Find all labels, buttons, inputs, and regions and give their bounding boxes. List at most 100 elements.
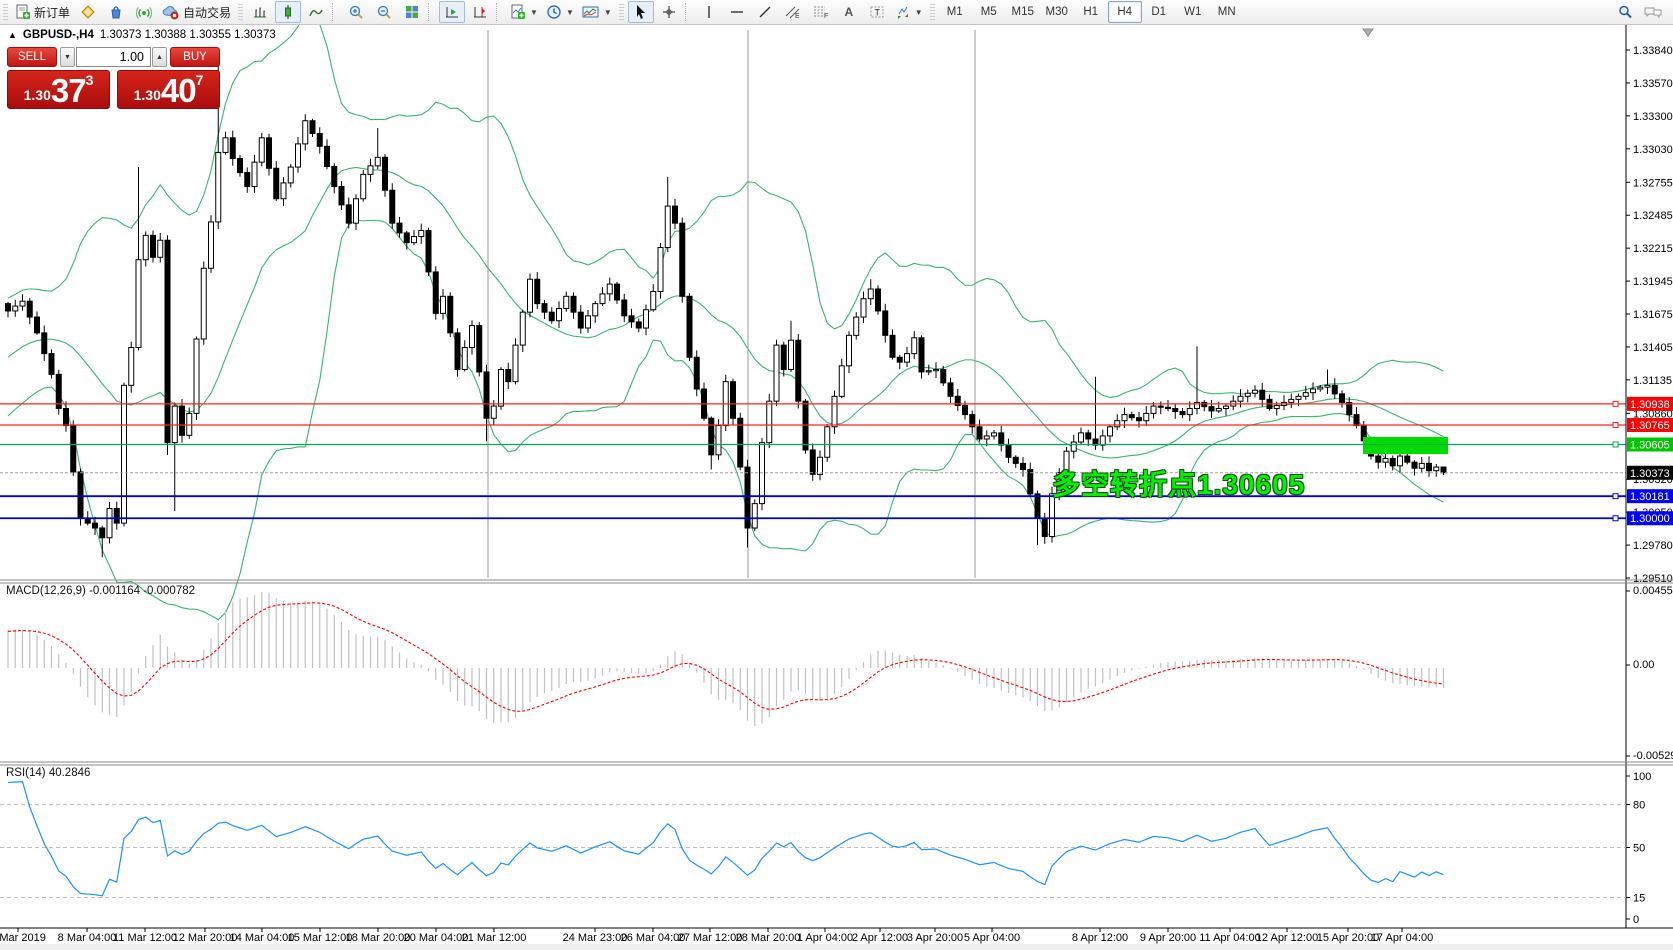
metaeditor-button[interactable] — [75, 1, 101, 23]
svg-text:0: 0 — [1633, 914, 1639, 926]
text-label-button[interactable]: T — [864, 1, 890, 23]
toolbar-separator — [428, 3, 436, 21]
signals-button[interactable] — [131, 1, 157, 23]
one-click-trading-panel: SELL ▼ 1.00 ▲ BUY 1.30 37 3 1.30 40 7 — [7, 47, 220, 109]
svg-text:1.31945: 1.31945 — [1633, 276, 1673, 288]
vertical-line-icon — [708, 6, 710, 18]
tf-m1[interactable]: M1 — [946, 6, 963, 18]
svg-text:9 Apr 20:00: 9 Apr 20:00 — [1140, 932, 1196, 944]
community-chat-button[interactable] — [1640, 1, 1666, 23]
svg-text:3 Apr 20:00: 3 Apr 20:00 — [907, 932, 963, 944]
volume-input[interactable]: 1.00 — [76, 47, 151, 67]
buy-price-small: 1.30 — [133, 87, 161, 103]
tile-windows-icon — [406, 6, 419, 18]
svg-text:6 Mar 2019: 6 Mar 2019 — [0, 932, 46, 944]
svg-text:1.30181: 1.30181 — [1630, 491, 1670, 503]
svg-text:8 Apr 12:00: 8 Apr 12:00 — [1072, 932, 1128, 944]
toolbar-grip — [618, 4, 624, 20]
svg-text:20 Mar 04:00: 20 Mar 04:00 — [404, 932, 469, 944]
svg-text:27 Mar 12:00: 27 Mar 12:00 — [678, 932, 743, 944]
buy-quote[interactable]: 1.30 40 7 — [117, 70, 220, 109]
chart-annotation-text[interactable]: 多空转折点1.30605 — [1052, 469, 1306, 500]
periods-button[interactable]: ▼ — [543, 1, 577, 23]
svg-text:18 Mar 20:00: 18 Mar 20:00 — [346, 932, 411, 944]
one-click-collapse-arrow[interactable]: ▲ — [8, 30, 17, 40]
svg-text:17 Apr 04:00: 17 Apr 04:00 — [1371, 932, 1433, 944]
crosshair-icon — [662, 6, 675, 18]
svg-text:15 Apr 20:00: 15 Apr 20:00 — [1317, 932, 1379, 944]
metaeditor-icon — [81, 5, 95, 19]
svg-text:1.29510: 1.29510 — [1633, 573, 1673, 585]
svg-text:24 Mar 23:00: 24 Mar 23:00 — [563, 932, 628, 944]
sell-quote[interactable]: 1.30 37 3 — [7, 70, 110, 109]
svg-text:11 Apr 04:00: 11 Apr 04:00 — [1199, 932, 1261, 944]
toolbar-separator — [684, 3, 693, 21]
line-chart-button[interactable] — [303, 1, 329, 23]
trendline-icon — [759, 6, 771, 18]
arrows-tool-button[interactable]: ▼ — [892, 1, 926, 23]
auto-scroll-button[interactable] — [439, 1, 466, 23]
horizontal-line-button[interactable] — [724, 1, 750, 23]
svg-text:8 Mar 04:00: 8 Mar 04:00 — [58, 932, 117, 944]
svg-text:50: 50 — [1633, 843, 1645, 855]
buy-price-big: 40 — [160, 72, 197, 109]
svg-text:1.30938: 1.30938 — [1630, 399, 1670, 411]
svg-text:12 Mar 20:00: 12 Mar 20:00 — [173, 932, 238, 944]
svg-text:1.30860: 1.30860 — [1633, 408, 1673, 420]
zoom-out-button[interactable] — [371, 1, 397, 23]
sell-button[interactable]: SELL — [7, 47, 57, 67]
search-button[interactable] — [1612, 1, 1638, 23]
indicators-caret-icon: ▼ — [530, 7, 538, 17]
crosshair-button[interactable] — [656, 1, 682, 23]
chart-shift-button[interactable] — [467, 1, 493, 23]
chart-title-row: ▲ GBPUSD-,H4 1.30373 1.30388 1.30355 1.3… — [8, 29, 276, 41]
new-order-button[interactable]: 新订单 — [12, 1, 73, 23]
chart-shift-marker — [1362, 28, 1374, 37]
vertical-line-button[interactable] — [696, 1, 722, 23]
volume-decrease-button[interactable]: ▼ — [60, 47, 75, 67]
zoom-in-button[interactable] — [343, 1, 369, 23]
arrows-caret-icon: ▼ — [914, 7, 923, 17]
horizontal-lines-layer — [0, 400, 1626, 522]
tf-m15[interactable]: M15 — [1011, 6, 1034, 18]
indicators-button[interactable]: ▼ — [507, 1, 541, 23]
svg-text:F: F — [824, 13, 828, 20]
fibonacci-button[interactable]: F — [808, 1, 834, 23]
svg-text:1.31405: 1.31405 — [1633, 342, 1673, 354]
trendline-button[interactable] — [752, 1, 778, 23]
autotrading-label: 自动交易 — [183, 5, 232, 20]
toolbar-separator — [332, 3, 340, 21]
tf-h1[interactable]: H1 — [1083, 6, 1099, 18]
templates-button[interactable]: ▼ — [579, 1, 615, 23]
cursor-button[interactable] — [627, 1, 654, 23]
subpanes-layer: 0.004551 0.00 -0.005295 100 80 50 15 0 — [0, 585, 1673, 926]
tf-m30[interactable]: M30 — [1045, 6, 1068, 18]
tf-d1[interactable]: D1 — [1151, 6, 1167, 18]
text-tool-glyph: A — [844, 5, 854, 19]
bar-chart-button[interactable] — [247, 1, 273, 23]
bar-chart-icon — [254, 7, 267, 18]
equidistant-channel-button[interactable]: E — [780, 1, 806, 23]
arrows-tool-icon — [897, 6, 908, 19]
rsi-indicator-label: RSI(14) 40.2846 — [6, 767, 91, 779]
toolbar-grip — [3, 4, 8, 20]
candlestick-chart-button[interactable] — [275, 1, 302, 23]
market-button[interactable] — [103, 1, 129, 23]
autotrading-button[interactable]: 自动交易 — [159, 1, 234, 23]
svg-text:100: 100 — [1633, 771, 1651, 783]
svg-text:E: E — [795, 13, 800, 20]
tf-m5[interactable]: M5 — [980, 6, 997, 18]
tf-mn[interactable]: MN — [1217, 6, 1236, 18]
buy-button[interactable]: BUY — [170, 47, 220, 67]
tile-windows-button[interactable] — [399, 1, 425, 23]
svg-text:1.31135: 1.31135 — [1633, 375, 1672, 387]
text-label-icon: T — [870, 6, 884, 18]
main-toolbar: 新订单 自动交易 — [0, 0, 1673, 25]
tf-w1[interactable]: W1 — [1184, 6, 1202, 18]
volume-increase-button[interactable]: ▲ — [152, 47, 167, 67]
svg-text:T: T — [874, 8, 880, 18]
text-tool-button[interactable]: A — [836, 1, 862, 23]
horizontal-line-icon — [730, 11, 743, 13]
tf-h4[interactable]: H4 — [1107, 1, 1142, 23]
